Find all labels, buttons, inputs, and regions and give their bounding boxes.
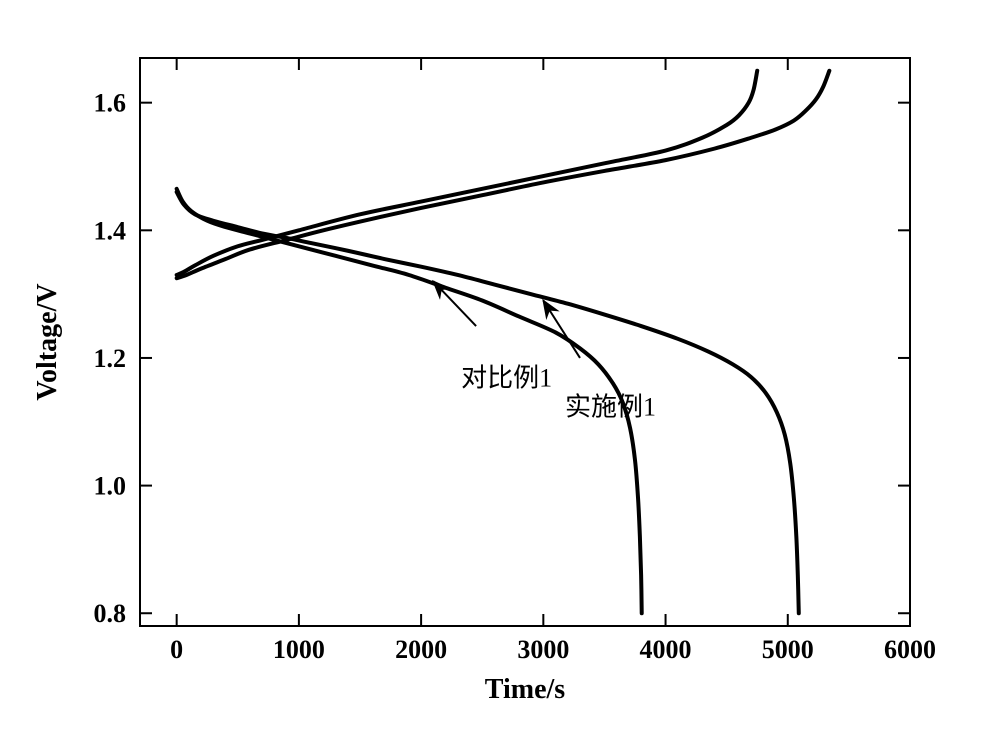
x-axis-title: Time/s	[485, 674, 565, 705]
x-tick-label: 1000	[273, 635, 325, 664]
y-tick-label: 1.6	[94, 89, 127, 118]
y-tick-label: 1.2	[94, 344, 127, 373]
x-tick-label: 3000	[517, 635, 569, 664]
curve-discharge_example1	[177, 192, 799, 613]
x-tick-label: 5000	[762, 635, 814, 664]
voltage-time-chart: 0 1000 2000 3000 4000 5000 6000 0.8 1.0 1.2 1.4 1.6…	[0, 0, 1000, 738]
curve-charge_example1	[177, 71, 830, 278]
y-tick-label: 1.4	[94, 216, 127, 245]
y-tick-label: 1.0	[94, 472, 127, 501]
x-tick-label: 0	[170, 635, 183, 664]
chart-svg: 0 1000 2000 3000 4000 5000 6000 0.8 1.0 1.2 1.4 1.6…	[0, 0, 1000, 738]
plot-border	[140, 58, 910, 626]
y-axis-title: Voltage/V	[32, 283, 63, 400]
x-tick-label: 6000	[884, 635, 936, 664]
y-tick-label: 0.8	[94, 599, 127, 628]
x-tick-label: 4000	[640, 635, 692, 664]
annotation-label: 对比例1	[461, 364, 552, 393]
annotation-label: 实施例1	[565, 392, 656, 421]
annotation-arrow	[433, 281, 476, 326]
x-tick-label: 2000	[395, 635, 447, 664]
